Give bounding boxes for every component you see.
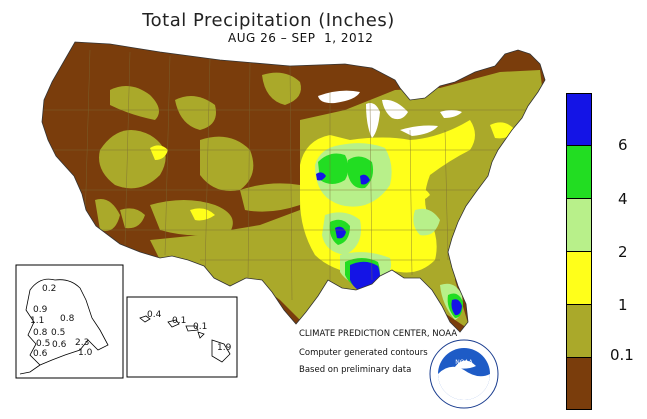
alaska-value: 0.8 <box>60 314 75 324</box>
credit-line: Based on preliminary data <box>299 365 412 375</box>
alaska-value: 0.9 <box>33 305 48 315</box>
hawaii-value: 0.4 <box>147 310 162 320</box>
noaa-logo-text: NOAA <box>455 359 473 366</box>
alaska-value: 0.2 <box>42 284 57 294</box>
us-outline <box>41 41 546 333</box>
date-range: AUG 26 – SEP 1, 2012 <box>228 31 374 45</box>
legend-label: 2 <box>618 243 628 261</box>
alaska-value: 0.6 <box>33 349 48 359</box>
map-title: Total Precipitation (Inches) <box>142 10 395 31</box>
alaska-value: 0.5 <box>51 328 66 338</box>
state-boundaries <box>42 49 545 301</box>
hawaii-value: 0.1 <box>193 322 208 332</box>
great-lakes <box>318 90 462 138</box>
hawaii-inset <box>126 296 238 378</box>
legend-swatch-0 <box>566 357 592 410</box>
alaska-value: 0.6 <box>52 340 67 350</box>
alaska-value: 1.1 <box>30 316 45 326</box>
legend-label: 0.1 <box>610 346 634 364</box>
hawaii-value: 1.9 <box>217 343 232 353</box>
legend-swatch-6 <box>566 93 592 146</box>
noaa-logo: NOAA <box>429 339 499 409</box>
legend-swatch-1 <box>566 251 592 305</box>
hawaii-value: 0.1 <box>172 316 187 326</box>
legend-label: 6 <box>618 136 628 154</box>
alaska-inset <box>15 264 124 379</box>
alaska-value: 0.5 <box>36 339 51 349</box>
legend-swatch-4 <box>566 145 592 199</box>
alaska-value: 1.0 <box>78 348 93 358</box>
legend-swatch-2 <box>566 198 592 252</box>
legend-swatch-0-1 <box>566 304 592 358</box>
legend <box>566 93 592 410</box>
alaska-value: 2.3 <box>75 338 90 348</box>
credit-line: Computer generated contours <box>299 348 428 358</box>
alaska-value: 0.8 <box>33 328 48 338</box>
legend-label: 1 <box>618 296 628 314</box>
credit-line: CLIMATE PREDICTION CENTER, NOAA <box>299 329 458 339</box>
legend-label: 4 <box>618 190 628 208</box>
